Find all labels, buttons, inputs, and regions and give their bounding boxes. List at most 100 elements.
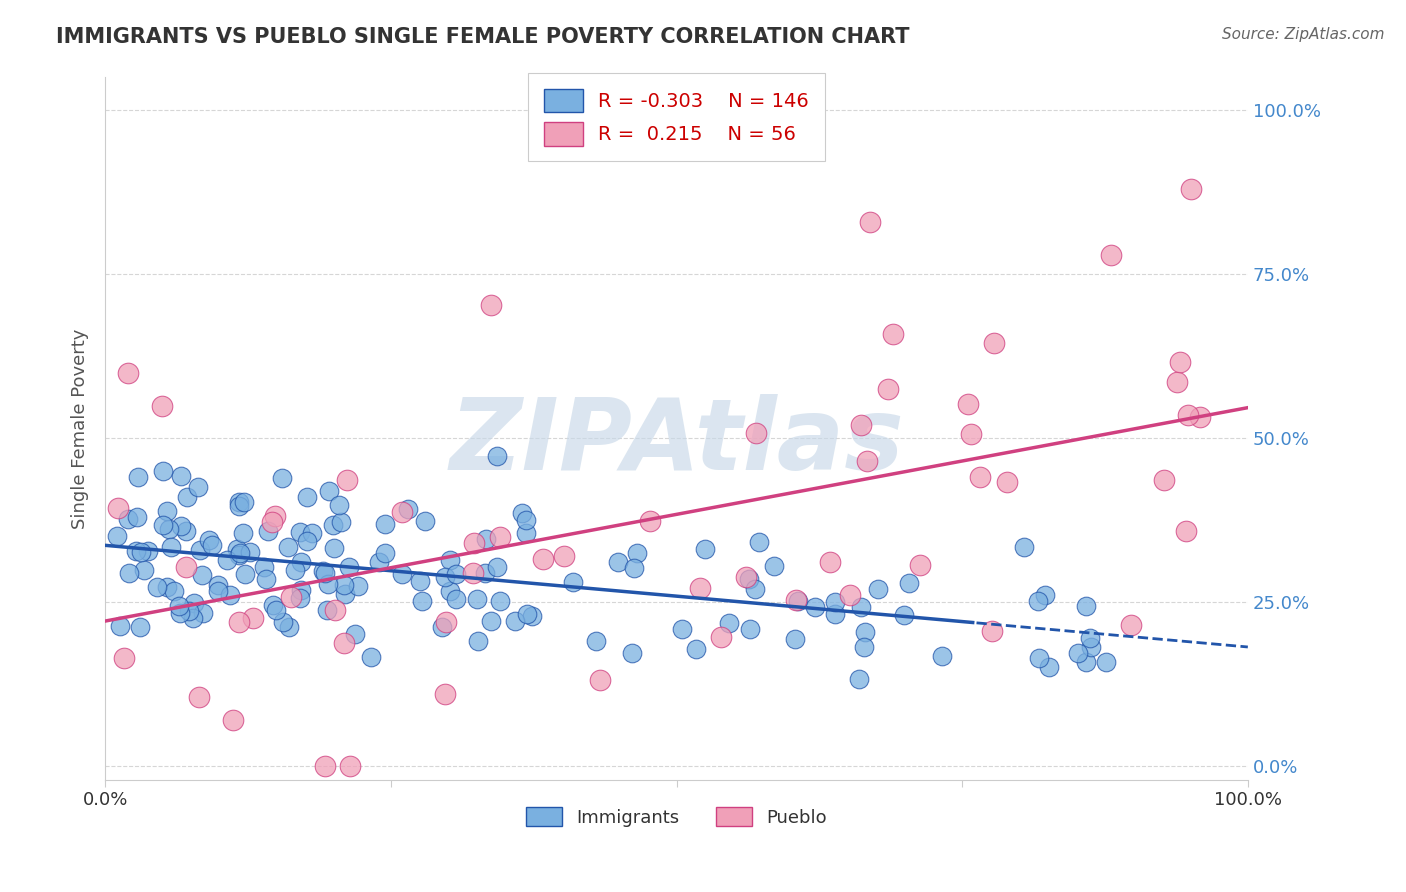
Point (225, 542, 247, 557)
Point (411, 593, 433, 607)
Point (167, 599, 190, 613)
Point (1080, 631, 1102, 645)
Point (152, 464, 174, 478)
Point (260, 515, 283, 529)
Point (262, 598, 284, 612)
Point (980, 624, 1002, 639)
Point (589, 673, 612, 687)
Point (160, 540, 183, 554)
Point (877, 382, 900, 396)
Point (463, 566, 485, 581)
Point (191, 567, 214, 582)
Point (893, 607, 915, 622)
Point (169, 469, 191, 483)
Point (232, 525, 254, 540)
Point (347, 579, 370, 593)
Point (433, 570, 456, 584)
Point (818, 555, 841, 569)
Point (1174, 524, 1197, 538)
Point (1033, 588, 1056, 602)
Point (1026, 594, 1049, 608)
Point (337, 560, 360, 574)
Point (228, 495, 250, 509)
Point (328, 498, 350, 512)
Point (188, 543, 211, 558)
Point (290, 591, 312, 605)
Point (969, 470, 991, 484)
Point (851, 600, 873, 615)
Point (169, 607, 191, 621)
Point (278, 620, 301, 634)
Point (856, 454, 879, 468)
Point (444, 567, 467, 582)
Point (333, 636, 356, 650)
Text: IMMIGRANTS VS PUEBLO SINGLE FEMALE POVERTY CORRELATION CHART: IMMIGRANTS VS PUEBLO SINGLE FEMALE POVER… (56, 27, 910, 46)
Point (233, 567, 256, 582)
Point (434, 615, 457, 629)
Point (127, 470, 149, 484)
Point (322, 541, 344, 556)
Point (695, 541, 717, 556)
Point (253, 560, 276, 574)
Point (183, 596, 205, 610)
Point (156, 580, 179, 594)
Point (931, 649, 953, 664)
Point (531, 552, 554, 566)
Point (257, 524, 280, 538)
Point (187, 480, 209, 494)
Point (898, 576, 921, 591)
Point (465, 591, 488, 606)
Point (522, 608, 544, 623)
Point (983, 335, 1005, 350)
Point (957, 397, 980, 411)
Point (638, 514, 661, 528)
Point (181, 611, 204, 625)
Point (671, 622, 693, 636)
Point (177, 604, 200, 618)
Point (738, 622, 761, 636)
Point (463, 536, 485, 550)
Point (1076, 599, 1098, 613)
Point (124, 543, 146, 558)
Point (430, 620, 453, 634)
Point (314, 759, 336, 773)
Point (312, 564, 335, 578)
Point (150, 399, 173, 413)
Point (824, 607, 846, 621)
Point (107, 501, 129, 516)
Point (516, 607, 538, 621)
Point (117, 512, 139, 526)
Point (136, 544, 159, 558)
Point (785, 592, 807, 607)
Point (256, 573, 278, 587)
Point (374, 516, 396, 531)
Point (125, 509, 148, 524)
Point (488, 530, 510, 544)
Point (839, 588, 862, 602)
Point (783, 632, 806, 646)
Point (156, 504, 179, 518)
Point (316, 576, 339, 591)
Point (217, 553, 239, 567)
Point (360, 650, 382, 665)
Point (228, 500, 250, 514)
Point (1153, 473, 1175, 487)
Point (374, 546, 396, 560)
Point (228, 615, 250, 630)
Point (409, 574, 432, 589)
Point (585, 634, 607, 648)
Point (685, 641, 707, 656)
Point (748, 534, 770, 549)
Point (314, 566, 336, 581)
Point (146, 580, 169, 594)
Point (1188, 410, 1211, 425)
Point (297, 490, 319, 504)
Point (219, 588, 242, 602)
Point (804, 599, 827, 614)
Point (626, 546, 648, 560)
Point (242, 611, 264, 625)
Point (207, 584, 229, 599)
Point (284, 563, 307, 577)
Point (479, 614, 502, 628)
Point (1166, 375, 1188, 389)
